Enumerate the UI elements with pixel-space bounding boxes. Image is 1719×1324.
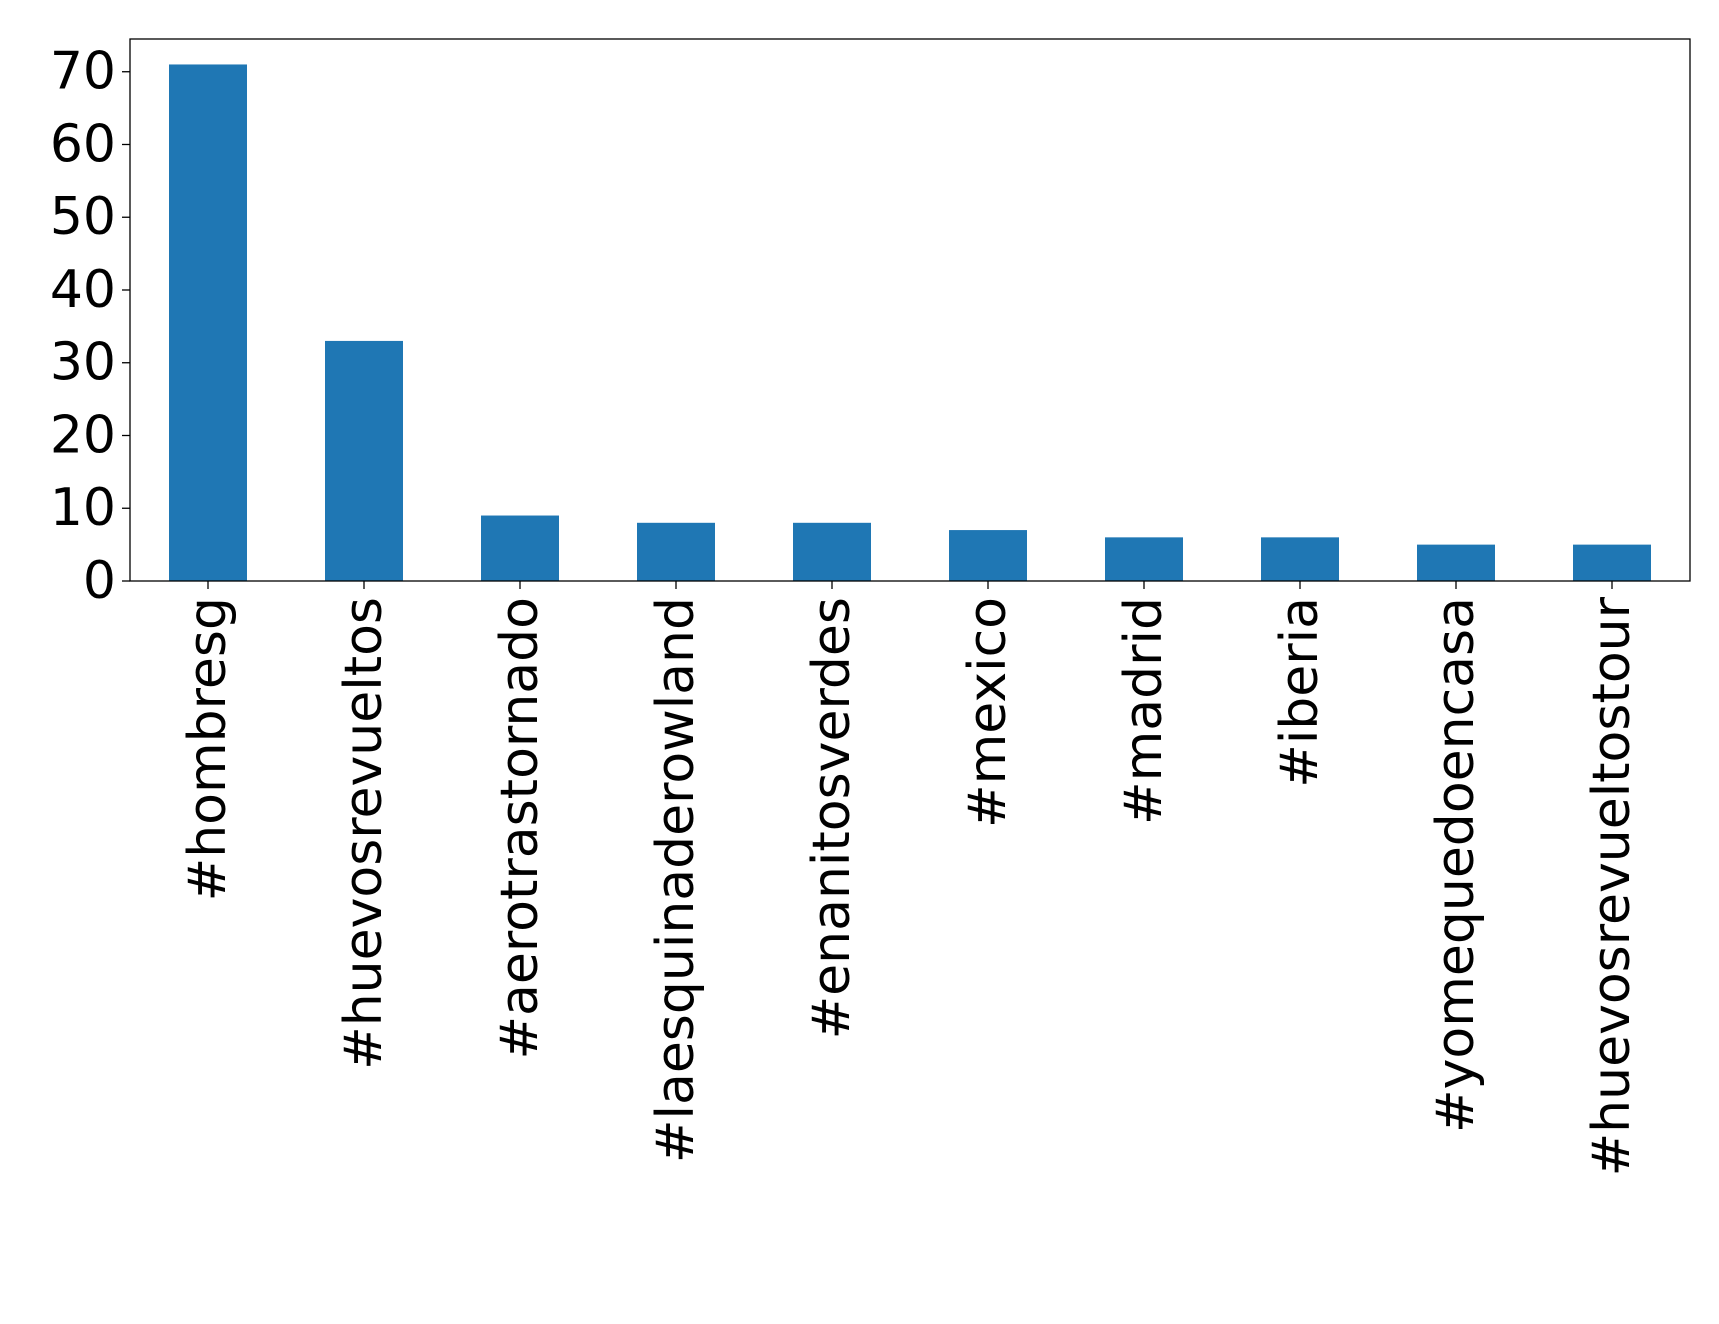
x-tick-label: #huevosrevueltostour <box>1582 596 1642 1176</box>
y-tick-label: 10 <box>50 478 116 538</box>
bar <box>1417 544 1495 581</box>
y-axis: 0 10 20 30 40 50 60 70 <box>50 42 130 611</box>
x-tick-label: #enanitosverdes <box>802 597 862 1039</box>
x-tick-label: #iberia <box>1270 597 1330 788</box>
y-tick-label: 50 <box>50 187 116 247</box>
x-tick-label: #mexico <box>958 597 1018 828</box>
bar <box>793 522 871 581</box>
y-tick-label: 20 <box>50 405 116 465</box>
bar <box>1573 544 1651 581</box>
x-tick-label: #huevosrevueltos <box>334 597 394 1070</box>
y-tick-label: 70 <box>50 42 116 102</box>
bar <box>949 530 1027 581</box>
bar <box>481 515 559 581</box>
x-tick-label: #hombresg <box>178 597 238 901</box>
bar <box>1261 537 1339 581</box>
plot-frame <box>129 38 1691 582</box>
bars-group <box>169 64 1651 582</box>
y-tick-label: 30 <box>50 333 116 393</box>
bar <box>637 522 715 581</box>
x-tick-label: #aerotrastornado <box>490 597 550 1060</box>
x-tick-label: #laesquinaderowland <box>646 597 706 1163</box>
bar <box>169 64 247 582</box>
x-axis: #hombresg #huevosrevueltos #aerotrastornad… <box>178 581 1642 1176</box>
bar <box>1105 537 1183 581</box>
y-tick-label: 40 <box>50 260 116 320</box>
bar <box>325 340 403 581</box>
x-tick-label: #yomequedoencasa <box>1426 597 1486 1133</box>
y-tick-label: 0 <box>83 551 116 611</box>
x-tick-label: #madrid <box>1114 597 1174 825</box>
y-tick-label: 60 <box>50 114 116 174</box>
